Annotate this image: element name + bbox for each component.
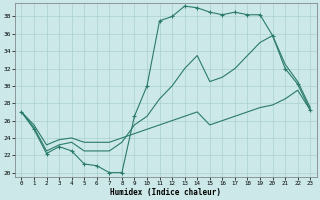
X-axis label: Humidex (Indice chaleur): Humidex (Indice chaleur) bbox=[110, 188, 221, 197]
